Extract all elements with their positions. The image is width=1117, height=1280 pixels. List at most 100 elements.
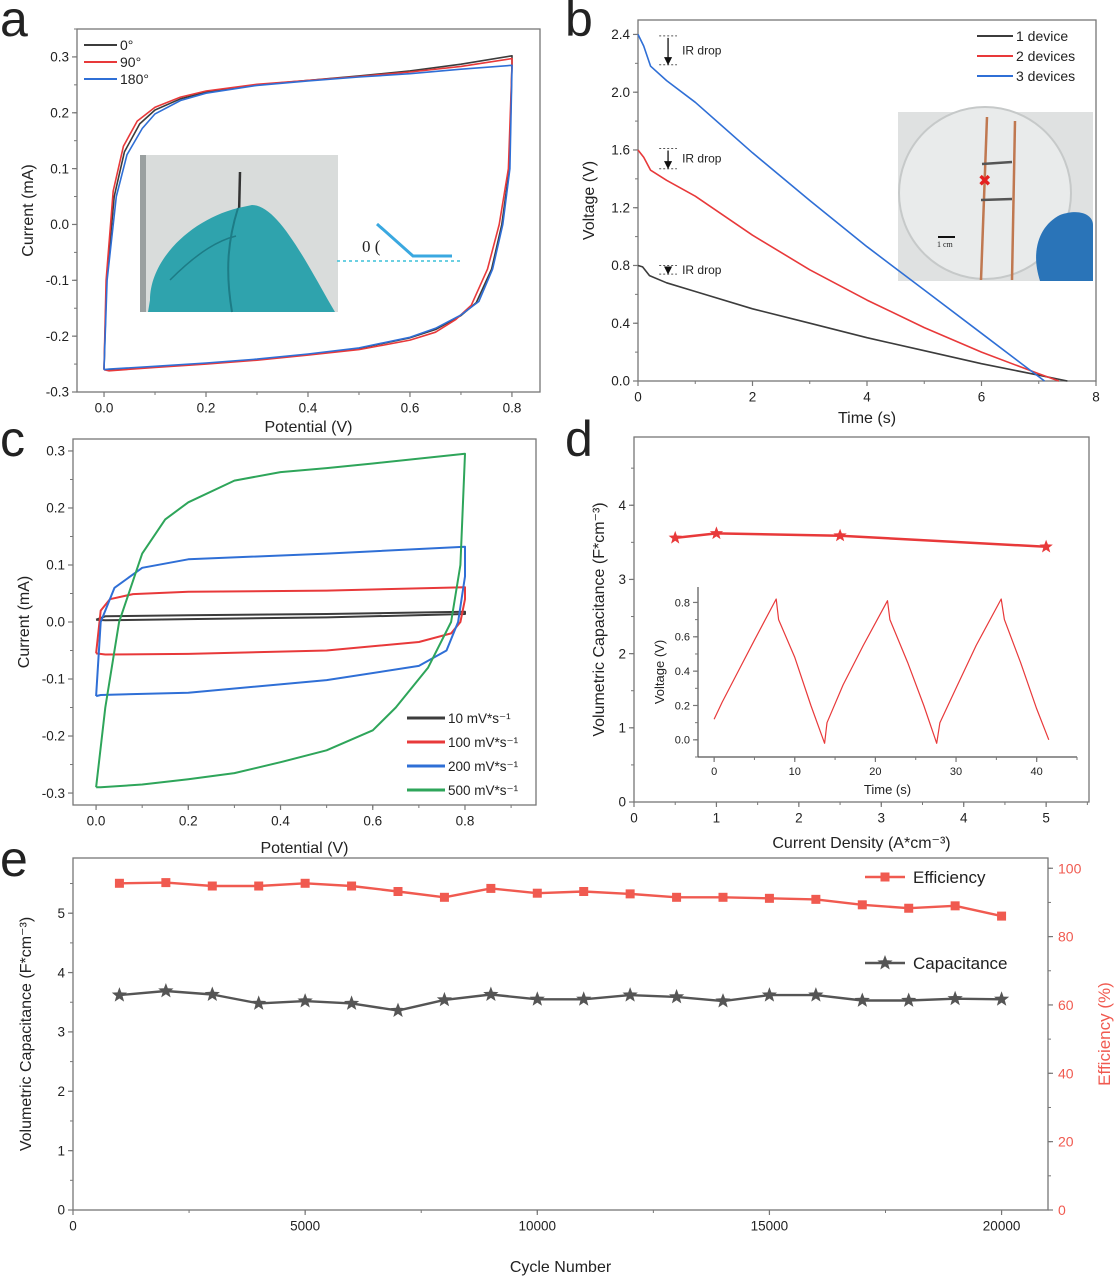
- star-marker: [436, 991, 452, 1007]
- y-tick-label: 0.1: [50, 161, 69, 176]
- photo-inset-series-devices: ✖ 1 cm: [898, 106, 1093, 281]
- star-marker: [833, 528, 847, 542]
- star-marker: [251, 995, 267, 1010]
- x-tick-label: 0.6: [401, 401, 420, 416]
- star-marker: [576, 991, 592, 1006]
- y2-tick-label: 20: [1058, 1134, 1074, 1150]
- x-axis-label: Potential (V): [260, 840, 348, 857]
- series-line-0: [119, 881, 1002, 918]
- y-tick-label: -0.1: [42, 672, 65, 687]
- square-marker: [207, 881, 217, 891]
- y-tick-label: 0.0: [50, 217, 69, 232]
- star-marker: [390, 1002, 406, 1017]
- ir-drop-label: IR drop: [682, 152, 722, 166]
- x-tick-label: 4: [960, 811, 968, 826]
- panel-a-cv-bending: 0.0 0.2 0.4 0.6 0.8 -0.3 -0.2 -0.1 0.0 0.1 0.2 0.3 P…: [20, 28, 541, 436]
- discharge-curve-2: [637, 34, 1045, 382]
- x-tick-label: 0.6: [363, 814, 382, 829]
- y-tick-label: 2.4: [611, 27, 630, 42]
- square-marker: [532, 888, 542, 898]
- star-marker: [158, 983, 174, 998]
- legend-label: Capacitance: [913, 954, 1008, 973]
- square-marker: [254, 881, 264, 891]
- x-tick-label: 0: [634, 390, 642, 405]
- x-tick-label: 2: [795, 811, 803, 826]
- legend-label: 200 mV*s⁻¹: [448, 759, 519, 774]
- x-tick-label: 0.0: [95, 401, 114, 416]
- legend-label: 1 device: [1016, 28, 1068, 44]
- y-tick-label: -0.2: [46, 329, 69, 344]
- star-marker: [529, 991, 545, 1006]
- y-tick-label: -0.2: [42, 729, 65, 744]
- legend-label: 2 devices: [1016, 48, 1075, 64]
- panel-b-discharge: 0 2 4 6 8 0.0 0.4 0.8 1.2 1.6 2.0 2.4 Time (s) Voltag…: [581, 19, 1100, 427]
- y-tick-label: 2: [618, 646, 626, 661]
- square-marker: [764, 893, 774, 903]
- bend-angle-diagram: 0 (: [337, 222, 460, 262]
- y-axis-label: Volumetric Capacitance (F*cm⁻³): [18, 917, 35, 1151]
- x-tick-label: 3: [878, 811, 886, 826]
- x-tick-label: 0.8: [456, 814, 475, 829]
- square-marker: [114, 878, 124, 888]
- legend-label: 10 mV*s⁻¹: [448, 711, 511, 726]
- legend-label: 0°: [120, 37, 133, 53]
- y-tick-label: 1: [57, 1143, 65, 1158]
- star-marker: [622, 987, 638, 1002]
- panel-label: d: [565, 411, 593, 467]
- cv-curve-2: [103, 64, 513, 371]
- y-tick-label: 3: [618, 572, 626, 587]
- x-tick-label: 6: [978, 390, 986, 405]
- star-marker: [204, 986, 220, 1001]
- y-tick-label: 2.0: [611, 85, 630, 100]
- panel-e-cycling: 0 5000 10000 15000 20000 0 1 2 3 4 5 Cycle Number Vo…: [18, 857, 1114, 1276]
- y2-axis-label: Efficiency (%): [1095, 982, 1114, 1086]
- square-marker: [439, 892, 449, 902]
- star-marker: [297, 993, 313, 1008]
- square-marker: [857, 900, 867, 910]
- arrow-down-icon: [664, 266, 673, 275]
- square-marker: [486, 883, 496, 893]
- y-tick-label: 1: [618, 721, 626, 736]
- y-tick-label: 0.8: [675, 597, 690, 609]
- arrow-down-icon: [664, 150, 673, 170]
- y-tick-label: 1.6: [611, 143, 630, 158]
- y2-tick-label: 40: [1058, 1065, 1074, 1081]
- discharge-curve-0: [637, 264, 1068, 382]
- y-tick-label: 0.2: [46, 501, 65, 516]
- legend-label: Efficiency: [913, 868, 986, 887]
- y2-tick-label: 100: [1058, 860, 1082, 876]
- y-tick-label: 0: [57, 1203, 65, 1218]
- x-axis-label: Time (s): [838, 410, 896, 427]
- star-marker: [901, 992, 917, 1007]
- y-tick-label: 3: [57, 1025, 65, 1040]
- y-tick-label: 4: [618, 498, 626, 513]
- cv-curve-1: [95, 586, 466, 656]
- y-tick-label: -0.3: [42, 786, 65, 801]
- arrow-down-icon: [664, 37, 673, 66]
- scale-bar-label: 1 cm: [937, 240, 954, 249]
- x-tick-label: 0.4: [271, 814, 290, 829]
- x-tick-label: 40: [1031, 766, 1043, 778]
- x-tick-label: 2: [749, 390, 757, 405]
- square-marker: [904, 903, 914, 913]
- legend-label: 500 mV*s⁻¹: [448, 783, 519, 798]
- y-tick-label: 0.0: [675, 735, 690, 747]
- y-axis-label: Current (mA): [20, 164, 37, 256]
- panel-c-cv-scanrate: 0.0 0.2 0.4 0.6 0.8 -0.3 -0.2 -0.1 0.0 0.1 0.2 0.3 P…: [16, 438, 537, 857]
- legend-label: 3 devices: [1016, 68, 1075, 84]
- y-axis-label: Voltage (V): [652, 640, 667, 704]
- x-tick-label: 0: [69, 1219, 77, 1234]
- square-marker: [950, 901, 960, 911]
- gcd-curve: [713, 598, 1050, 744]
- cv-curve-2: [95, 545, 466, 698]
- series-line-1: [119, 989, 1002, 1012]
- star-marker: [1039, 539, 1053, 553]
- star-marker: [483, 986, 499, 1001]
- x-tick-label: 0.2: [179, 814, 198, 829]
- square-marker: [347, 881, 357, 891]
- y-tick-label: 0.1: [46, 558, 65, 573]
- y-tick-label: 2: [57, 1084, 65, 1099]
- square-marker: [811, 894, 821, 904]
- inset-gcd: 0 10 20 30 40 0.0 0.2 0.4 0.6 0.8 Time (s) Voltage …: [652, 587, 1078, 797]
